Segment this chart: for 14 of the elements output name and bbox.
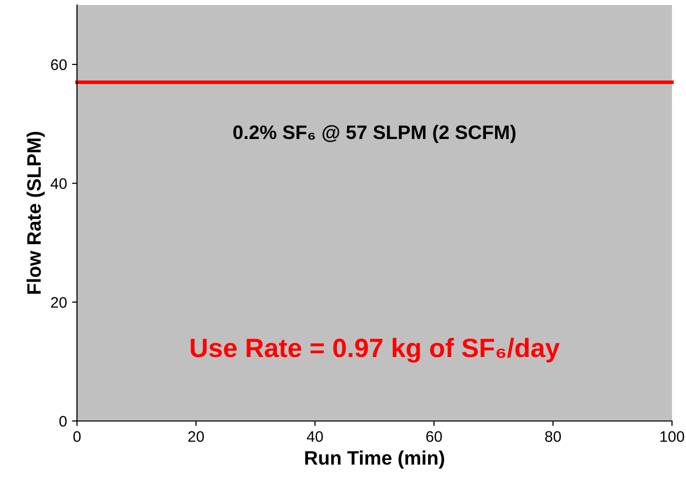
y-tick-label: 40 [50, 178, 67, 189]
x-tick-label: 40 [306, 431, 323, 442]
x-tick-label: 60 [426, 431, 442, 442]
annotation: 0.2% SF₆ @ 57 SLPM (2 SCFM) [233, 124, 516, 144]
x-tick-label: 20 [188, 431, 204, 442]
x-tick-label: 80 [545, 431, 561, 442]
y-tick-label: 60 [51, 59, 67, 70]
x-tick-label: 100 [660, 431, 684, 442]
y-tick-label: 0 [59, 416, 67, 427]
y-tick-label: 20 [51, 297, 67, 308]
x-axis-title: Run Time (min) [305, 450, 444, 469]
x-tick-label: 0 [73, 431, 81, 442]
y-axis-title: Flow Rate (SLPM) [26, 132, 45, 294]
annotation: Use Rate = 0.97 kg of SF₆/day [190, 338, 560, 363]
